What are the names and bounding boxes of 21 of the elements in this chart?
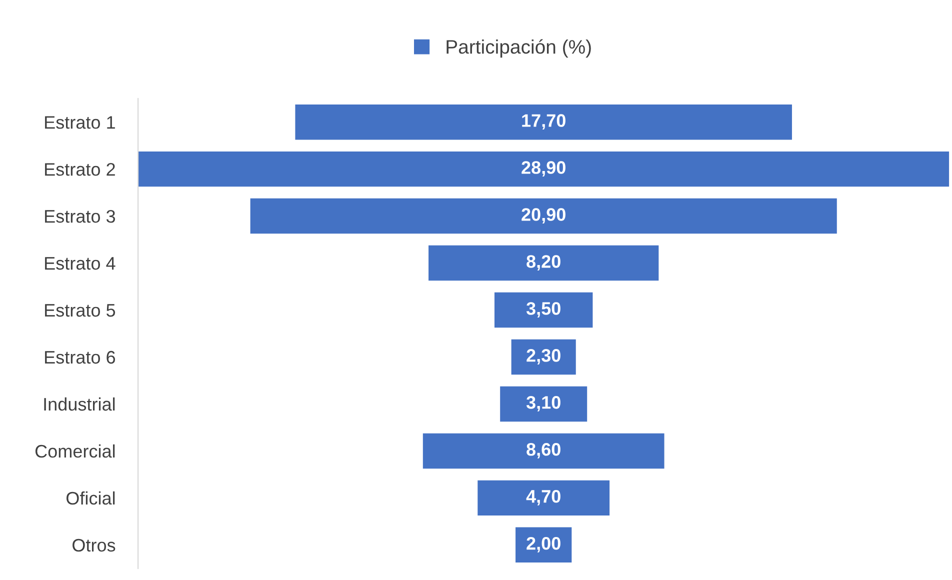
category-label: Estrato 2	[45, 163, 115, 176]
data-label: 17,70	[522, 114, 566, 130]
category-label: Industrial	[44, 397, 115, 411]
category-label: Estrato 1	[45, 116, 115, 129]
data-label: 2,00	[526, 536, 560, 552]
data-label: 28,90	[522, 161, 566, 177]
category-label: Otros	[72, 538, 116, 552]
data-label: 3,50	[526, 302, 560, 318]
category-label: Estrato 6	[45, 350, 116, 364]
data-label: 4,70	[526, 490, 560, 506]
data-label: 20,90	[522, 208, 566, 224]
legend-label: Participación (%)	[446, 39, 591, 58]
data-label: 8,60	[526, 443, 560, 458]
data-label: 3,10	[526, 396, 560, 412]
category-label: Estrato 5	[45, 304, 116, 317]
category-label: Estrato 4	[45, 257, 116, 270]
category-label: Estrato 3	[45, 210, 116, 223]
category-label: Comercial	[35, 444, 115, 458]
data-label: 2,30	[526, 349, 560, 364]
category-label: Oficial	[66, 491, 115, 505]
data-label: 8,20	[526, 255, 560, 270]
